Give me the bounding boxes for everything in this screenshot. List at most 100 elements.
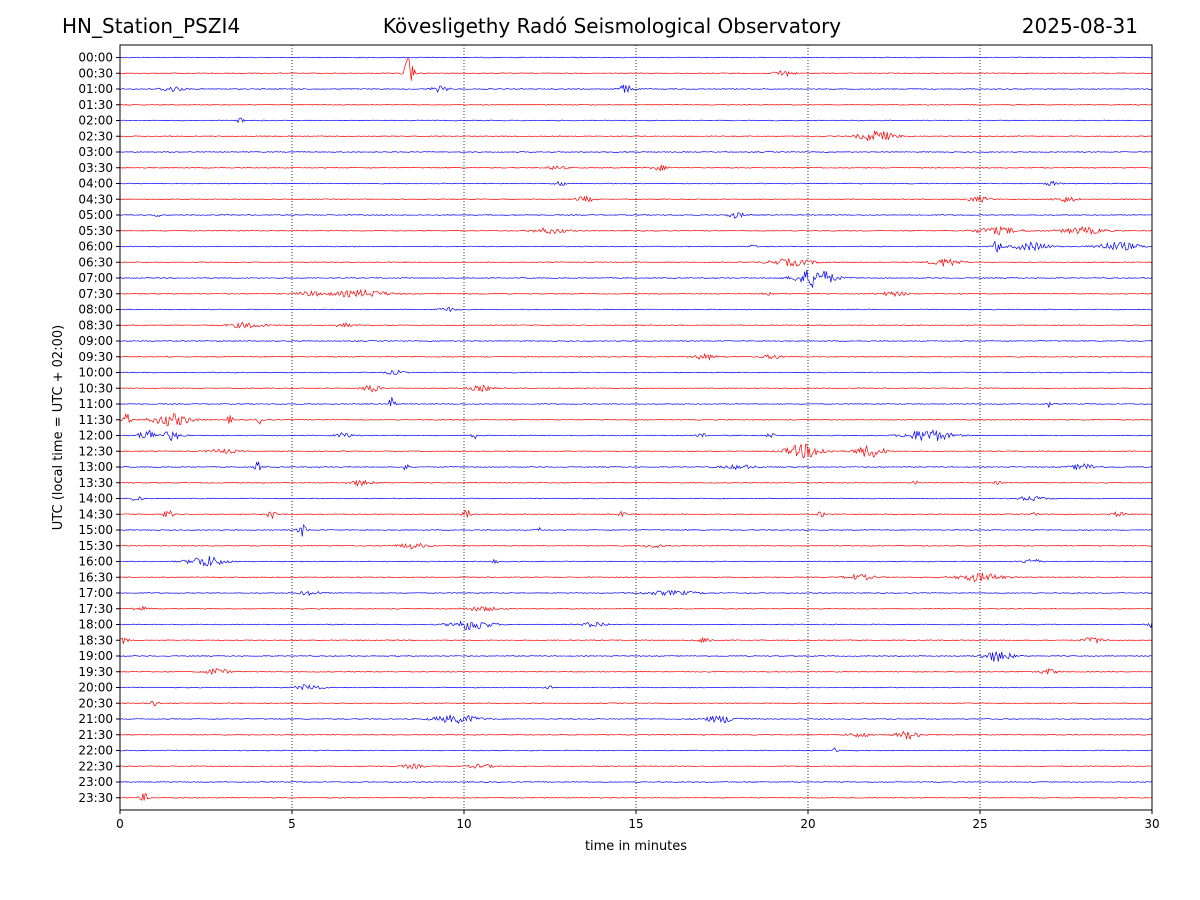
trace-row-1230 (119, 443, 1153, 459)
y-tick-label: 13:00 (78, 460, 113, 474)
seismic-traces (119, 56, 1153, 801)
y-tick-label: 19:30 (78, 665, 113, 679)
trace-row-1030 (119, 384, 1153, 393)
trace-row-2330 (119, 792, 1153, 801)
x-tick-label: 15 (628, 817, 643, 831)
y-tick-label: 18:00 (78, 618, 113, 632)
trace-row-2000 (119, 683, 1153, 691)
y-tick-label: 00:00 (78, 51, 113, 65)
x-tick-label: 0 (116, 817, 124, 831)
y-tick-label: 11:30 (78, 413, 113, 427)
y-tick-label: 11:00 (78, 397, 113, 411)
trace-row-0600 (119, 240, 1153, 253)
date-title: 2025-08-31 (1021, 14, 1138, 38)
station-title: HN_Station_PSZI4 (62, 14, 241, 38)
y-tick-label: 05:00 (78, 208, 113, 222)
y-tick-label: 09:30 (78, 350, 113, 364)
trace-row-0100 (119, 83, 1153, 94)
trace-row-0330 (119, 164, 1153, 172)
x-axis-ticks: 0 5 10 15 20 25 30 (116, 810, 1160, 831)
x-axis-label: time in minutes (585, 839, 687, 854)
y-tick-label: 13:30 (78, 476, 113, 490)
trace-row-0900 (119, 340, 1153, 342)
trace-row-0630 (119, 258, 1153, 267)
trace-row-1200 (119, 429, 1153, 442)
y-tick-label: 21:00 (78, 712, 113, 726)
observatory-title: Kövesligethy Radó Seismological Observat… (382, 14, 842, 38)
trace-row-2030 (119, 700, 1153, 707)
y-tick-label: 06:00 (78, 240, 113, 254)
trace-row-1530 (119, 542, 1153, 550)
trace-row-0530 (119, 225, 1153, 236)
y-tick-label: 21:30 (78, 728, 113, 742)
y-tick-label: 20:30 (78, 696, 113, 710)
trace-row-0800 (119, 306, 1153, 313)
trace-row-1500 (119, 524, 1153, 537)
trace-row-1630 (119, 572, 1153, 583)
trace-row-0030 (119, 58, 1153, 81)
y-tick-label: 23:30 (78, 791, 113, 805)
y-tick-label: 15:30 (78, 539, 113, 553)
trace-row-1430 (119, 509, 1153, 520)
trace-row-2130 (119, 730, 1152, 741)
y-tick-label: 06:30 (78, 255, 113, 269)
x-tick-label: 10 (456, 817, 471, 831)
y-tick-label: 17:30 (78, 602, 113, 616)
trace-row-1930 (119, 667, 1153, 675)
y-tick-label: 18:30 (78, 633, 113, 647)
y-axis-label: UTC (local time = UTC + 02:00) (51, 325, 66, 530)
x-tick-label: 25 (972, 817, 987, 831)
trace-row-1830 (119, 636, 1153, 645)
y-tick-label: 01:00 (78, 82, 113, 96)
trace-row-0930 (119, 352, 1153, 361)
y-tick-label: 03:30 (78, 161, 113, 175)
trace-row-0000 (119, 56, 1153, 59)
trace-row-0200 (119, 117, 1153, 124)
trace-row-0430 (119, 195, 1153, 204)
y-tick-label: 15:00 (78, 523, 113, 537)
y-tick-label: 12:30 (78, 444, 113, 458)
y-tick-label: 14:00 (78, 492, 113, 506)
trace-row-0730 (119, 288, 1153, 298)
trace-row-1700 (119, 589, 1153, 597)
y-tick-label: 03:00 (78, 145, 113, 159)
x-tick-label: 20 (800, 817, 815, 831)
trace-row-2100 (119, 714, 1153, 725)
y-tick-label: 01:30 (78, 98, 113, 112)
y-tick-label: 00:30 (78, 66, 113, 80)
y-tick-label: 12:00 (78, 429, 113, 443)
y-tick-label: 14:30 (78, 507, 113, 521)
x-tick-label: 30 (1144, 817, 1159, 831)
trace-row-0830 (119, 321, 1153, 329)
trace-row-1800 (119, 620, 1153, 631)
trace-row-1730 (119, 605, 1153, 612)
trace-row-2200 (119, 747, 1153, 752)
y-tick-label: 23:00 (78, 775, 113, 789)
y-tick-label: 16:00 (78, 555, 113, 569)
y-tick-label: 19:00 (78, 649, 113, 663)
y-tick-label: 09:00 (78, 334, 113, 348)
y-tick-label: 02:00 (78, 114, 113, 128)
y-tick-label: 04:30 (78, 192, 113, 206)
trace-row-1330 (119, 479, 1153, 487)
trace-row-0700 (119, 269, 1153, 288)
y-tick-label: 05:30 (78, 224, 113, 238)
y-tick-label: 08:00 (78, 303, 113, 317)
y-tick-label: 10:00 (78, 366, 113, 380)
trace-row-1400 (119, 495, 1153, 502)
y-tick-label: 22:30 (78, 759, 113, 773)
trace-row-1000 (119, 369, 1153, 375)
y-tick-label: 16:30 (78, 570, 113, 584)
trace-row-1900 (119, 650, 1153, 662)
y-tick-label: 10:30 (78, 381, 113, 395)
trace-row-2230 (119, 763, 1153, 770)
trace-row-0230 (119, 130, 1153, 142)
y-tick-label: 08:30 (78, 318, 113, 332)
trace-row-1130 (119, 412, 1153, 427)
trace-row-0500 (119, 212, 1153, 219)
trace-row-1100 (119, 397, 1153, 408)
y-tick-label: 04:00 (78, 177, 113, 191)
vertical-grid (291, 45, 981, 810)
